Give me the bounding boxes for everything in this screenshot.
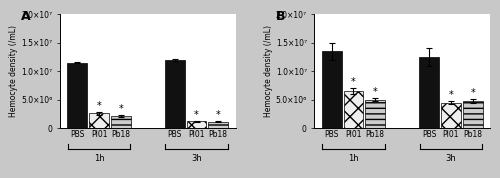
Bar: [462, 101, 482, 128]
Text: *: *: [470, 88, 475, 98]
Text: A: A: [22, 10, 31, 23]
Bar: [420, 57, 440, 128]
Text: *: *: [194, 110, 199, 120]
Bar: [441, 103, 461, 128]
Text: *: *: [96, 101, 102, 111]
Bar: [344, 91, 363, 128]
Bar: [165, 60, 185, 128]
Text: *: *: [216, 111, 220, 121]
Text: *: *: [448, 90, 454, 100]
Bar: [68, 63, 87, 128]
Bar: [110, 116, 130, 128]
Text: 3h: 3h: [191, 154, 202, 163]
Bar: [322, 51, 342, 128]
Text: *: *: [373, 87, 378, 97]
Text: 3h: 3h: [446, 154, 456, 163]
Bar: [208, 122, 228, 128]
Text: B: B: [276, 10, 285, 23]
Text: 1h: 1h: [94, 154, 104, 163]
Text: 1h: 1h: [348, 154, 359, 163]
Text: *: *: [351, 77, 356, 87]
Y-axis label: Hemocyte density (/mL): Hemocyte density (/mL): [264, 25, 273, 117]
Bar: [365, 100, 385, 128]
Bar: [186, 121, 206, 128]
Bar: [89, 113, 109, 128]
Text: *: *: [118, 104, 123, 114]
Y-axis label: Hemocyte density (/mL): Hemocyte density (/mL): [10, 25, 18, 117]
